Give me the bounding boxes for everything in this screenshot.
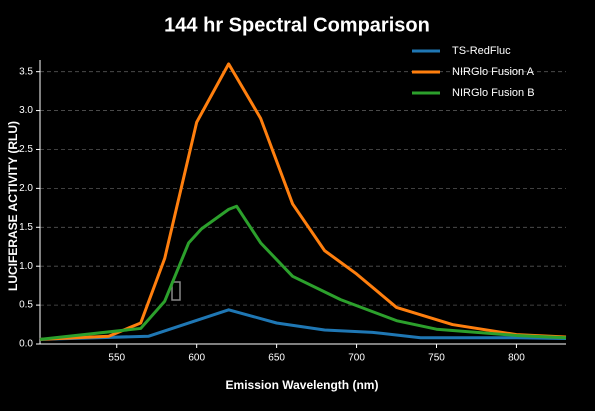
- y-tick-label: 2.0: [19, 183, 33, 194]
- y-tick-label: 3.0: [19, 105, 33, 116]
- y-tick-label: 3.5: [19, 66, 33, 77]
- x-tick-label: 800: [508, 353, 525, 364]
- y-axis-label: LUCIFERASE ACTIVITY (RLU): [6, 121, 20, 291]
- y-tick-label: 0.5: [19, 300, 33, 311]
- x-tick-label: 750: [428, 353, 445, 364]
- y-tick-label: 0.0: [19, 339, 33, 350]
- series-line: [39, 62, 567, 341]
- y-tick-label: 1.0: [19, 261, 33, 272]
- y-tick-label: 1.5: [19, 222, 33, 233]
- y-tick-label: 2.5: [19, 144, 33, 155]
- annotation-box: [171, 281, 181, 301]
- x-tick-label: 650: [268, 353, 285, 364]
- chart-title: 144 hr Spectral Comparison: [164, 14, 430, 36]
- x-axis-label: Emission Wavelength (nm): [226, 378, 379, 392]
- legend-label: TS-RedFluc: [452, 45, 511, 57]
- x-tick-label: 550: [108, 353, 125, 364]
- x-tick-label: 600: [188, 353, 205, 364]
- x-tick-label: 700: [348, 353, 365, 364]
- legend-label: NIRGlo Fusion A: [452, 66, 535, 78]
- legend-label: NIRGlo Fusion B: [452, 87, 535, 99]
- series-line: [39, 308, 567, 341]
- series-line: [39, 204, 567, 341]
